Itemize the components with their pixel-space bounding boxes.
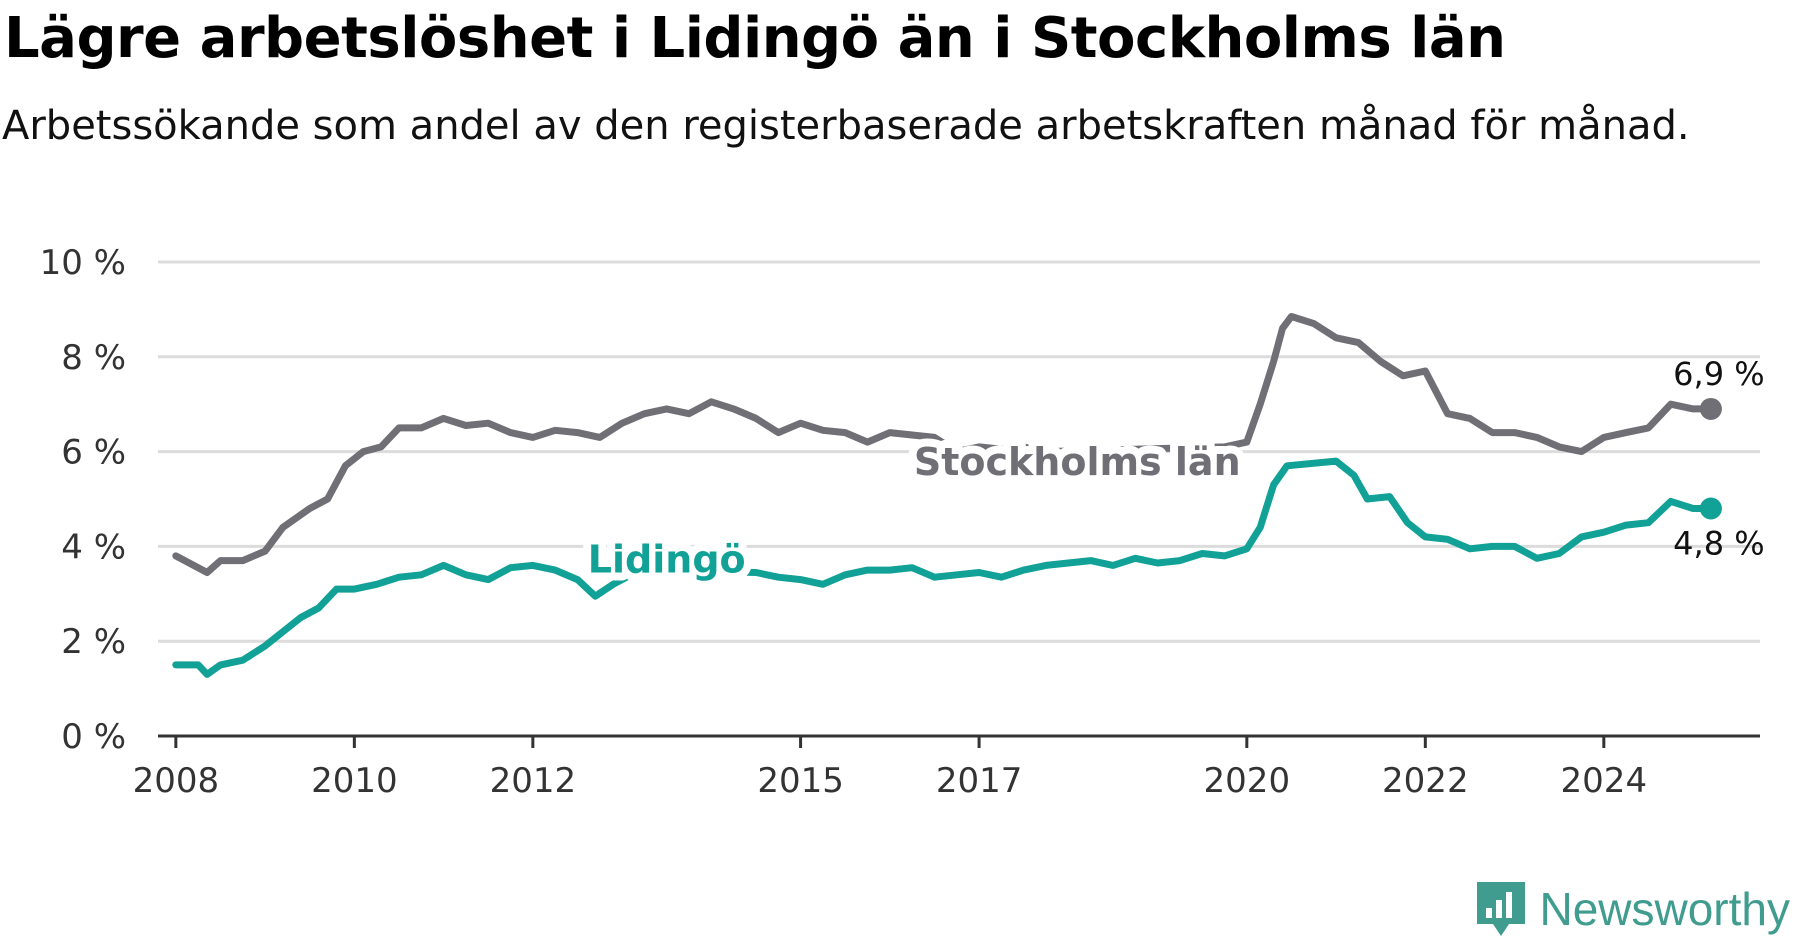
- brand-name: Newsworthy: [1539, 883, 1790, 935]
- series-label: Stockholms län: [914, 440, 1241, 484]
- series-end-dot: [1699, 497, 1722, 520]
- x-tick-label: 2022: [1382, 761, 1469, 801]
- series-end-label: 6,9 %: [1673, 355, 1764, 393]
- newsworthy-logo-icon: [1477, 882, 1526, 936]
- x-tick-label: 2012: [490, 761, 577, 801]
- x-tick-label: 2015: [757, 761, 844, 801]
- series-end-dot: [1699, 397, 1722, 420]
- x-tick-label: 2010: [311, 761, 398, 801]
- x-tick-label: 2020: [1204, 761, 1291, 801]
- x-tick-label: 2017: [936, 761, 1023, 801]
- y-tick-label: 4 %: [61, 527, 126, 567]
- x-tick-label: 2024: [1561, 761, 1648, 801]
- y-tick-label: 6 %: [61, 433, 126, 473]
- series-label-halo: Lidingö: [588, 537, 746, 581]
- chart-title: Lägre arbetslöshet i Lidingö än i Stockh…: [4, 6, 1506, 71]
- series-end-label: 4,8 %: [1673, 524, 1764, 562]
- y-tick-label: 10 %: [40, 243, 126, 283]
- series-line: [172, 313, 1715, 576]
- series-label-halo: Stockholms län: [914, 440, 1241, 484]
- chart-subtitle: Arbetssökande som andel av den registerb…: [2, 103, 1690, 149]
- series-line: [172, 457, 1715, 678]
- series-label: Lidingö: [588, 537, 746, 581]
- newsworthy-brand[interactable]: Newsworthy: [1473, 878, 1790, 940]
- x-tick-label: 2008: [133, 761, 220, 801]
- y-tick-label: 8 %: [61, 338, 126, 378]
- y-tick-label: 0 %: [61, 717, 126, 757]
- y-tick-label: 2 %: [61, 622, 126, 662]
